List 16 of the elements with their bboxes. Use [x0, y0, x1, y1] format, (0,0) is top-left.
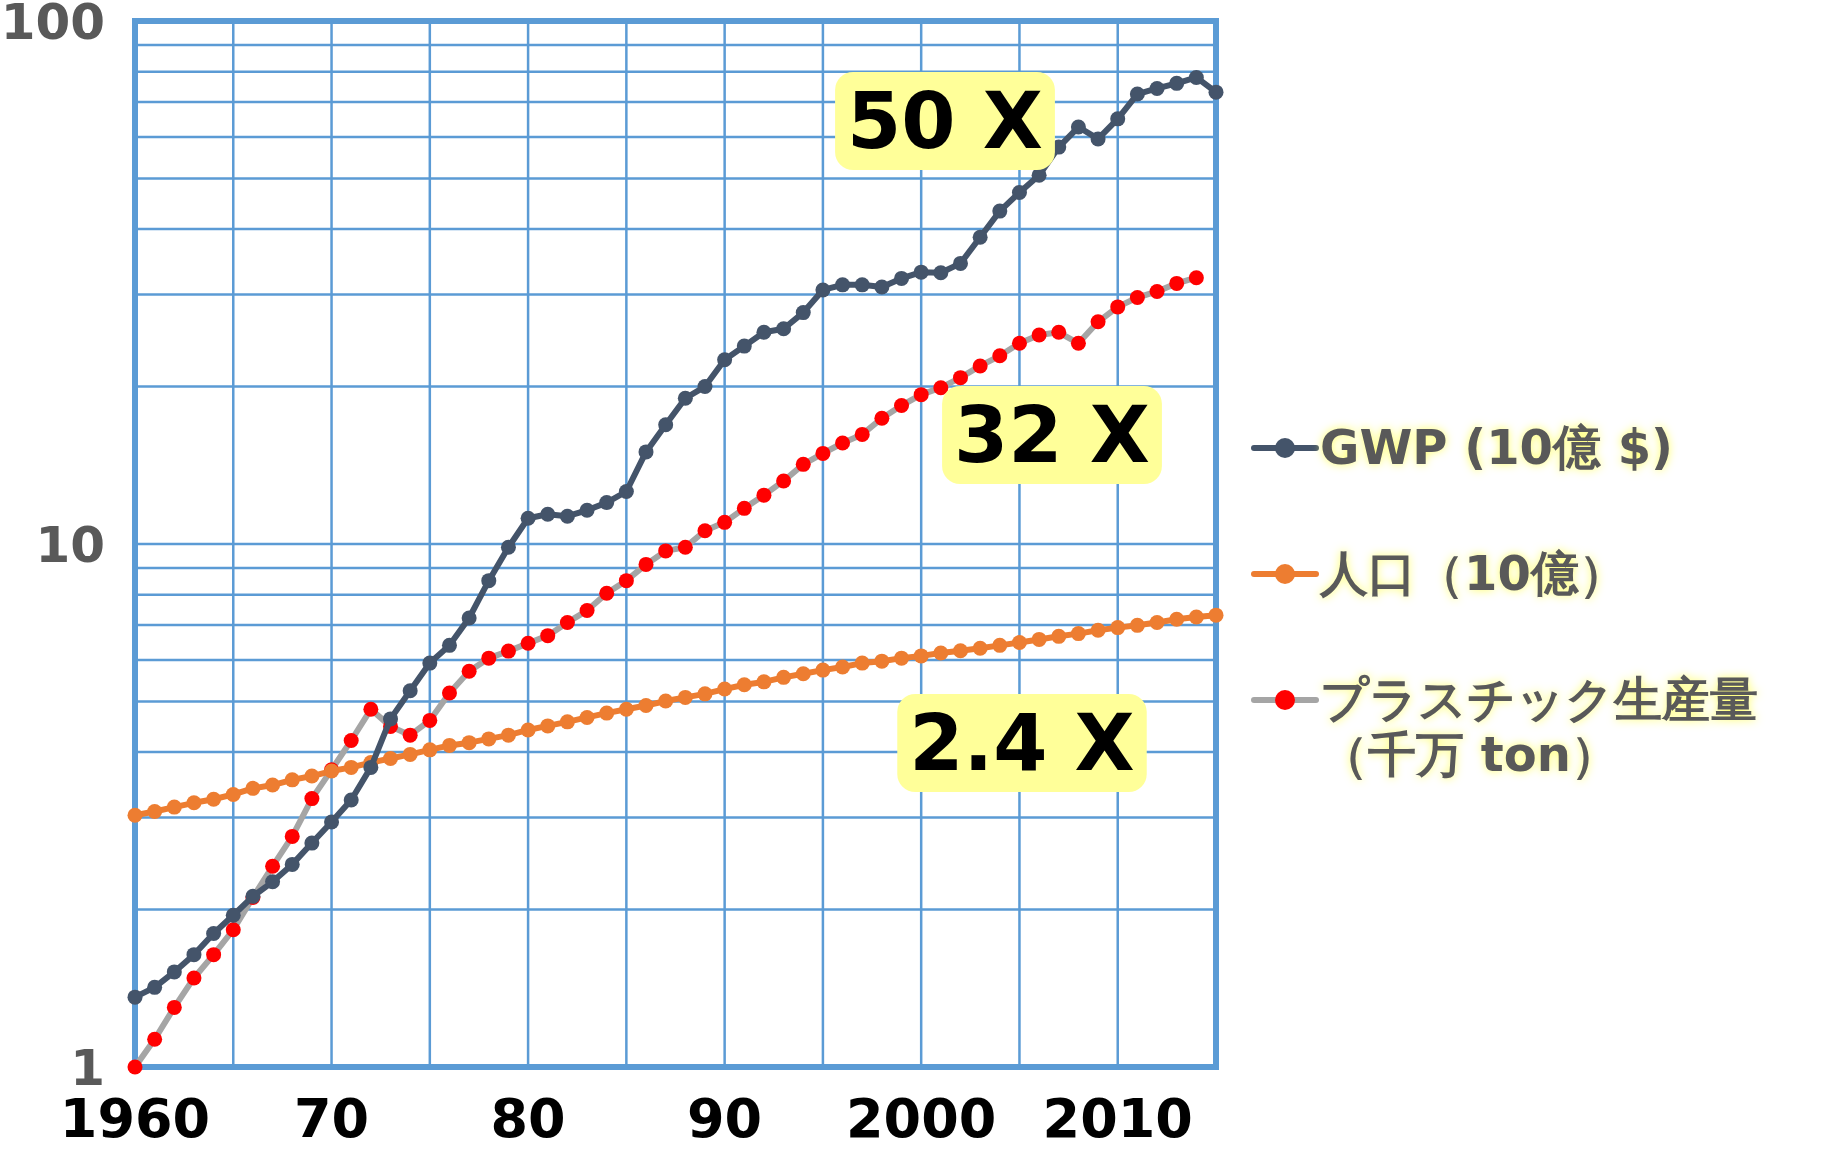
x-tick-label: 2010 [1042, 1087, 1193, 1150]
x-tick-label: 90 [687, 1087, 763, 1150]
annotation: 50 X [835, 72, 1055, 170]
annotation: 32 X [942, 386, 1162, 484]
x-tick-label: 80 [490, 1087, 566, 1150]
legend-label: プラスチック生産量（千万 ton） [1320, 671, 1759, 783]
annotation: 2.4 X [909, 698, 1135, 788]
annotation: 50 X [847, 76, 1043, 166]
legend-label: 人口（10億） [1320, 545, 1628, 602]
annotation: 32 X [954, 390, 1150, 480]
legend-label: GWP (10億 $) [1320, 419, 1674, 476]
annotation: 2.4 X [897, 694, 1147, 792]
y-tick-label: 100 [0, 0, 105, 51]
y-tick-label: 10 [35, 516, 105, 574]
x-tick-label: 70 [293, 1087, 370, 1150]
x-tick-label: 2000 [846, 1087, 997, 1150]
